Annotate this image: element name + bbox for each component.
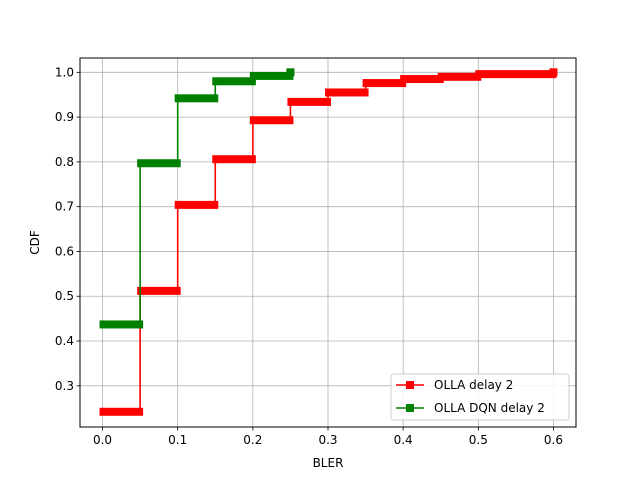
- x-tick-label: 0.5: [469, 433, 488, 447]
- series-step: [287, 97, 331, 106]
- series-step: [249, 116, 294, 125]
- legend-label-olla-dqn: OLLA DQN delay 2: [434, 401, 545, 415]
- series-step: [212, 77, 256, 86]
- x-tick-label: 0.3: [318, 433, 337, 447]
- series-step: [437, 72, 482, 81]
- legend-label-olla: OLLA delay 2: [434, 378, 513, 392]
- x-tick-label: 0.0: [93, 433, 112, 447]
- y-tick-label: 1.0: [55, 65, 74, 79]
- series-marker: [286, 68, 295, 77]
- y-axis-label: CDF: [28, 230, 42, 255]
- x-tick-label: 0.6: [544, 433, 563, 447]
- legend: OLLA delay 2 OLLA DQN delay 2: [390, 373, 570, 421]
- x-tick-label: 0.2: [243, 433, 262, 447]
- y-tick-label: 0.3: [55, 379, 74, 393]
- series-step: [400, 75, 444, 84]
- series-marker: [549, 68, 558, 77]
- grid: [80, 58, 576, 427]
- series-step: [137, 286, 181, 295]
- x-axis-label: BLER: [313, 456, 344, 470]
- series-step: [249, 71, 294, 80]
- series-layer: [99, 68, 558, 416]
- legend-box: [390, 373, 570, 421]
- y-tick-label: 0.7: [55, 200, 74, 214]
- x-tick-label: 0.1: [168, 433, 187, 447]
- x-tick-label: 0.4: [394, 433, 413, 447]
- series-step: [174, 200, 219, 209]
- y-tick-label: 0.9: [55, 110, 74, 124]
- legend-marker-olla-dqn: [406, 404, 414, 412]
- series-step: [475, 70, 557, 79]
- series-line: [102, 72, 292, 326]
- series-step: [212, 155, 256, 164]
- series-step: [362, 79, 407, 88]
- series-step: [99, 407, 144, 416]
- series-olla-dqn-delay-2: [99, 68, 295, 329]
- y-tick-label: 0.4: [55, 334, 74, 348]
- y-tick-label: 0.6: [55, 244, 74, 258]
- y-axis-ticks: 0.3 0.4 0.5 0.6 0.7 0.8 0.9 1.0: [55, 65, 80, 393]
- y-tick-label: 0.8: [55, 155, 74, 169]
- series-step: [174, 94, 219, 103]
- y-tick-label: 0.5: [55, 289, 74, 303]
- series-step: [99, 320, 144, 329]
- legend-marker-olla: [406, 381, 414, 389]
- series-step: [325, 88, 369, 97]
- series-olla-delay-2: [99, 68, 558, 416]
- series-step: [137, 159, 181, 168]
- x-axis-ticks: 0.0 0.1 0.2 0.3 0.4 0.5 0.6: [93, 427, 563, 447]
